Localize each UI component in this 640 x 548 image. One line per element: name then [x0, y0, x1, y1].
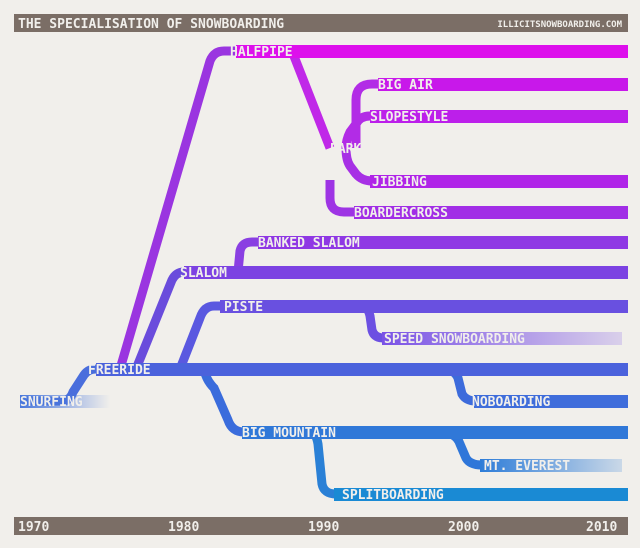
park-slopestyle-connector — [341, 111, 371, 149]
snurfing-bar — [20, 395, 110, 408]
slopestyle-bar — [370, 110, 628, 123]
big-mountain-bar — [242, 426, 628, 439]
label-boardercross: BOARDERCROSS — [354, 206, 448, 221]
header-bar — [14, 14, 628, 32]
freeride-piste-connector — [175, 301, 222, 371]
bigmountain-split-connector — [309, 427, 337, 499]
label-jibbing: JIBBING — [372, 175, 427, 190]
park-bigair-connector — [351, 79, 380, 148]
year-2010: 2010 — [586, 520, 617, 535]
year-1990: 1990 — [308, 520, 339, 535]
park-jibbing-connector — [341, 147, 373, 186]
halfpipe-boardercross-connector — [325, 180, 356, 217]
label-halfpipe: HALFPIPE — [230, 45, 293, 60]
freeride-halfpipe-connector — [115, 46, 238, 371]
boardercross-bar — [354, 206, 628, 219]
label-slopestyle: SLOPESTYLE — [370, 110, 448, 125]
timeline-bar — [14, 517, 628, 535]
label-big-air: BIG AIR — [378, 78, 433, 93]
label-big-mountain: BIG MOUNTAIN — [242, 426, 336, 441]
piste-bar — [220, 300, 628, 313]
freeride-bar — [96, 363, 628, 376]
banked-slalom-bar — [258, 236, 628, 249]
freeride-slalom-connector — [131, 267, 190, 371]
halfpipe-park-connector — [287, 49, 335, 150]
label-freeride: FREERIDE — [88, 363, 151, 378]
label-park: PARK — [330, 142, 361, 157]
speed-snowboarding-bar — [382, 332, 622, 345]
slalom-bar — [184, 266, 628, 279]
label-mt-everest: MT. EVEREST — [484, 459, 570, 474]
year-2000: 2000 — [448, 520, 479, 535]
year-1970: 1970 — [18, 520, 49, 535]
diagram-title: THE SPECIALISATION OF SNOWBOARDING — [18, 17, 284, 32]
discipline-bars — [20, 45, 628, 501]
noboarding-bar — [474, 395, 628, 408]
year-1980: 1980 — [168, 520, 199, 535]
label-snurfing: SNURFING — [20, 395, 83, 410]
site-url: ILLICITSNOWBOARDING.COM — [497, 20, 622, 30]
slalom-bankedslalom-connector — [233, 237, 262, 273]
mt-everest-bar — [480, 459, 622, 472]
label-banked-slalom: BANKED SLALOM — [258, 236, 360, 251]
label-noboarding: NOBOARDING — [472, 395, 550, 410]
label-piste: PISTE — [224, 300, 263, 315]
halfpipe-bar — [236, 45, 628, 58]
label-splitboarding: SPLITBOARDING — [342, 488, 444, 503]
label-speed-snowboarding: SPEED SNOWBOARDING — [384, 332, 525, 347]
splitboarding-bar — [334, 488, 628, 501]
freeride-bigmountain-connector — [199, 368, 245, 437]
discipline-labels: SNURFING FREERIDE SLALOM HALFPIPE BANKED… — [20, 45, 570, 503]
label-slalom: SLALOM — [180, 266, 227, 281]
big-air-bar — [378, 78, 628, 91]
jibbing-bar — [370, 175, 628, 188]
